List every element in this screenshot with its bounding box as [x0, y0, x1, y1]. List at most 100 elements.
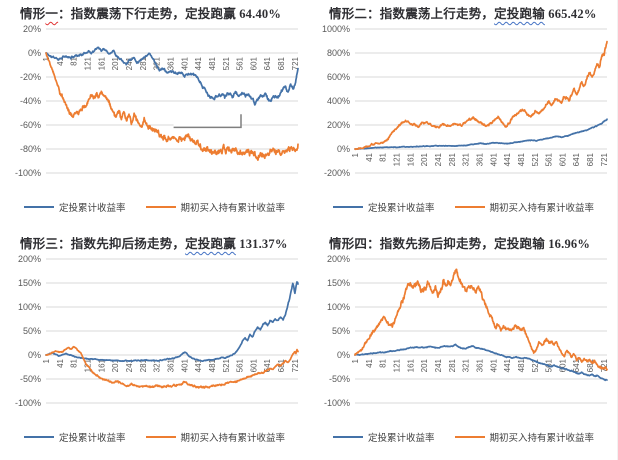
x-tick-label: 161 — [97, 358, 106, 372]
x-tick-label: 481 — [517, 358, 526, 372]
x-tick-label: 561 — [236, 358, 245, 372]
legend-item-sip: 定投累计收益率 — [23, 430, 126, 444]
x-tick-label: 721 — [600, 152, 609, 166]
legend-label-sip: 定投累计收益率 — [367, 433, 435, 444]
x-tick-label: 721 — [291, 358, 300, 372]
x-tick-label: 321 — [153, 358, 162, 372]
y-tick-label: 100% — [327, 302, 350, 312]
x-tick-label: 361 — [475, 358, 484, 372]
y-tick-label: -60% — [20, 120, 41, 130]
x-tick-label: 281 — [139, 358, 148, 372]
x-tick-label: 41 — [56, 358, 65, 367]
x-tick-label: 401 — [180, 358, 189, 372]
x-tick-label: 81 — [379, 152, 388, 161]
chart-title-scenario3: 情形三：指数先抑后扬走势，定投跑赢 131.37% — [20, 237, 303, 252]
chart-legend: 定投累计收益率 期初买入持有累计收益率 — [309, 200, 617, 214]
x-tick-label: 241 — [434, 152, 443, 166]
x-tick-label: 41 — [365, 152, 374, 161]
chart-canvas-scenario4: 200% 150% 100% 50% 0% -50% -100% 1 41 81 121 161 201… — [324, 254, 609, 408]
legend-label-sip: 定投累计收益率 — [58, 433, 126, 444]
x-tick-label: 361 — [166, 358, 175, 372]
y-tick-label: -100% — [15, 168, 41, 178]
x-tick-label: 41 — [56, 56, 65, 65]
x-tick-label: 481 — [517, 152, 526, 166]
x-tick-label: 721 — [291, 56, 300, 70]
chart-legend: 定投累计收益率 期初买入持有累计收益率 — [309, 430, 617, 444]
chart-canvas-scenario3: 200%150%100%50%0%-50%-100%1 41 81 121 161 201… — [15, 254, 300, 408]
x-tick-label: 361 — [166, 56, 175, 70]
legend-line-blue-icon — [332, 206, 363, 208]
legend-item-sip: 定投累计收益率 — [332, 200, 435, 214]
x-tick-label: 521 — [531, 358, 540, 372]
x-tick-label: 641 — [572, 152, 581, 166]
title-part: 131.37% — [235, 237, 288, 251]
x-tick-label: 561 — [236, 56, 245, 70]
title-part: 情形四：指数先扬后抑走势，定投跑输 16.96% — [329, 237, 591, 251]
x-tick-label: 441 — [194, 358, 203, 372]
y-tick-label: 150% — [327, 278, 350, 288]
legend-label-sip: 定投累计收益率 — [58, 203, 126, 214]
y-tick-label: 20% — [23, 24, 41, 34]
legend-line-orange-icon — [454, 206, 485, 208]
title-part: 一 — [45, 7, 59, 21]
y-tick-label: -50% — [329, 374, 350, 384]
title-part: 定投跑赢 — [185, 237, 236, 251]
title-part: 情形二：指数震荡上行走势， — [329, 7, 495, 21]
x-tick-label: 121 — [393, 358, 402, 372]
x-tick-label: 481 — [208, 358, 217, 372]
x-tick-label: 321 — [462, 358, 471, 372]
title-part: 情形 — [20, 7, 46, 21]
legend-line-orange-icon — [145, 206, 176, 208]
chart-panel-scenario3: 情形三：指数先抑后扬走势，定投跑赢 131.37% 200% 150% 100% 50… — [0, 230, 309, 460]
x-tick-label: 561 — [545, 152, 554, 166]
chart-panel-scenario4: 情形四：指数先扬后抑走势，定投跑输 16.96% 200% 150% 100% 50%… — [309, 230, 617, 460]
y-tick-label: -100% — [15, 398, 41, 408]
x-tick-label: 241 — [125, 358, 134, 372]
legend-line-blue-icon — [332, 436, 363, 438]
y-tick-label: 200% — [327, 120, 350, 130]
x-tick-label: 81 — [379, 358, 388, 367]
annotation-box-border — [173, 114, 242, 129]
legend-item-buyhold: 期初买入持有累计收益率 — [454, 430, 595, 444]
legend-label-buyhold: 期初买入持有累计收益率 — [180, 203, 286, 214]
legend-item-buyhold: 期初买入持有累计收益率 — [145, 430, 285, 444]
x-tick-label: 401 — [489, 358, 498, 372]
legend-label-buyhold: 期初买入持有累计收益率 — [489, 433, 595, 444]
legend-label-buyhold: 期初买入持有累计收益率 — [489, 203, 595, 214]
x-tick-label: 401 — [180, 56, 189, 70]
x-tick-label: 521 — [531, 152, 540, 166]
y-tick-label: -50% — [20, 374, 41, 384]
x-tick-label: 161 — [97, 56, 106, 70]
legend-item-sip: 定投累计收益率 — [23, 200, 126, 214]
y-tick-label: 200% — [18, 254, 41, 264]
x-tick-label: 201 — [420, 152, 429, 166]
y-tick-label: -80% — [20, 144, 41, 154]
legend-label-sip: 定投累计收益率 — [367, 203, 435, 214]
x-tick-label: 201 — [420, 358, 429, 372]
x-tick-label: 161 — [406, 358, 415, 372]
chart-title-scenario2: 情形二：指数震荡上行走势，定投跑输 665.42% — [329, 7, 612, 22]
x-tick-label: 281 — [139, 56, 148, 70]
series-line-sip — [45, 46, 299, 106]
x-tick-label: 1 — [351, 358, 360, 363]
x-tick-label: 241 — [125, 56, 134, 70]
legend-item-buyhold: 期初买入持有累计收益率 — [454, 200, 595, 214]
x-tick-label: 121 — [84, 56, 93, 70]
legend-item-buyhold: 期初买入持有累计收益率 — [145, 200, 286, 214]
y-tick-label: -200% — [324, 168, 350, 178]
x-tick-label: 201 — [111, 56, 120, 70]
y-tick-label: 0% — [28, 48, 41, 58]
x-tick-label: 441 — [194, 56, 203, 70]
legend-line-orange-icon — [145, 436, 176, 438]
chart-canvas-scenario2: 1000% 800% 600% 400% 200% 0% -200% 1 41 81 121 161 2… — [322, 24, 609, 178]
x-tick-label: 81 — [70, 358, 79, 367]
x-tick-label: 681 — [586, 152, 595, 166]
chart-panel-scenario2: 情形二：指数震荡上行走势，定投跑输 665.42% 1000% 800% 600% 4… — [309, 0, 617, 230]
series-line-buyhold — [45, 52, 299, 161]
x-tick-label: 1 — [351, 152, 360, 157]
y-tick-label: 400% — [327, 96, 350, 106]
x-tick-label: 681 — [277, 56, 286, 70]
x-tick-label: 641 — [263, 358, 272, 372]
chart-legend: 定投累计收益率 期初买入持有累计收益率 — [0, 430, 309, 444]
